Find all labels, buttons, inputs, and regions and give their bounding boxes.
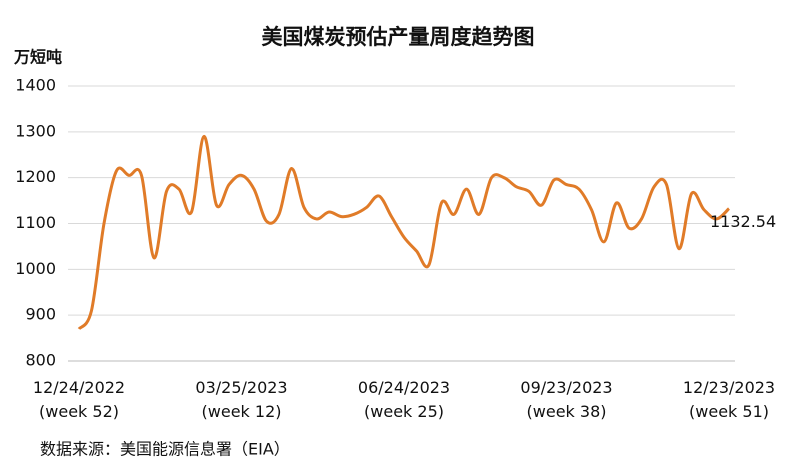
y-tick-label: 1100 <box>15 213 56 232</box>
y-tick-label: 800 <box>25 351 56 370</box>
x-tick-label: 09/23/2023 (week 38) <box>520 378 612 421</box>
y-tick-label: 1300 <box>15 121 56 140</box>
chart-title: 美国煤炭预估产量周度趋势图 <box>262 25 535 49</box>
y-tick-label: 900 <box>25 305 56 324</box>
data-line <box>77 134 731 330</box>
y-tick-label: 1200 <box>15 167 56 186</box>
y-tick-label: 1400 <box>15 76 56 95</box>
x-tick-label: 03/25/2023 (week 12) <box>195 378 287 421</box>
y-tick-label: 1000 <box>15 259 56 278</box>
data-label: 1132.54 <box>710 212 776 231</box>
x-tick-label: 12/24/2022 (week 52) <box>33 378 125 421</box>
x-tick-label: 06/24/2023 (week 25) <box>358 378 450 421</box>
source-note: 数据来源：美国能源信息署（EIA） <box>40 440 290 459</box>
y-axis-label: 万短吨 <box>13 48 62 67</box>
x-tick-label: 12/23/2023 (week 51) <box>683 378 775 421</box>
